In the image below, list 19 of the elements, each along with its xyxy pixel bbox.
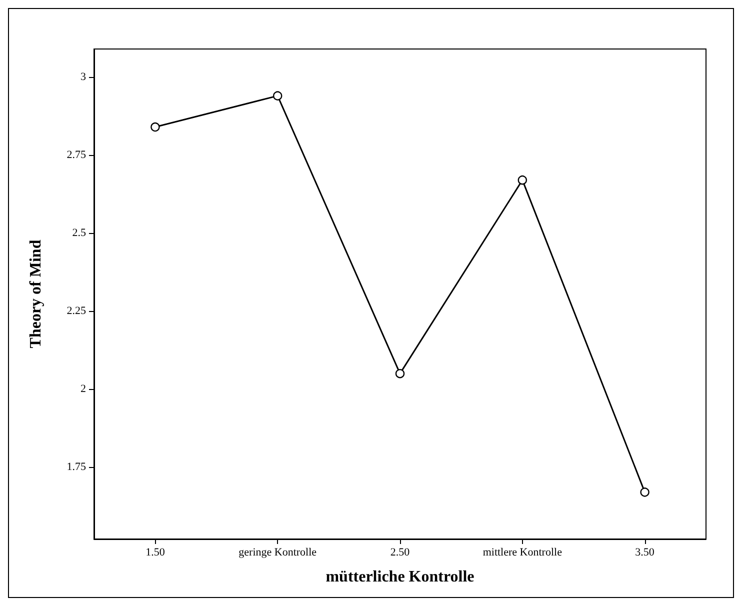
x-tick-label: 2.50 bbox=[390, 546, 410, 558]
x-tick-label: geringe Kontrolle bbox=[238, 546, 317, 558]
point bbox=[640, 488, 650, 497]
y-tick-label: 2 bbox=[80, 383, 86, 396]
point bbox=[518, 175, 527, 185]
y-tick-label: 1.75 bbox=[66, 461, 86, 474]
y-tick-label: 2.25 bbox=[66, 305, 86, 318]
x-axis-title: mütterliche Kontrolle bbox=[326, 568, 474, 586]
point bbox=[273, 91, 282, 100]
y-tick-label: 3 bbox=[80, 71, 86, 84]
point bbox=[150, 122, 160, 132]
y-tick-label: 2.5 bbox=[72, 227, 86, 240]
x-tick-label: 3.50 bbox=[635, 546, 655, 558]
x-tick-label: mittlere Kontrolle bbox=[482, 546, 562, 558]
point bbox=[395, 368, 405, 378]
frame: Theory of Mind mütterliche Kontrolle 1.75 2 2.25 2.5 2.75 3 1.50 geringe Kontrolle 2.50 mittlere Kontrolle 3.50 bbox=[8, 8, 734, 598]
y-axis-title: Theory of Mind bbox=[28, 240, 44, 348]
y-tick-label: 2.75 bbox=[66, 149, 86, 162]
x-tick-label: 1.50 bbox=[146, 546, 166, 558]
